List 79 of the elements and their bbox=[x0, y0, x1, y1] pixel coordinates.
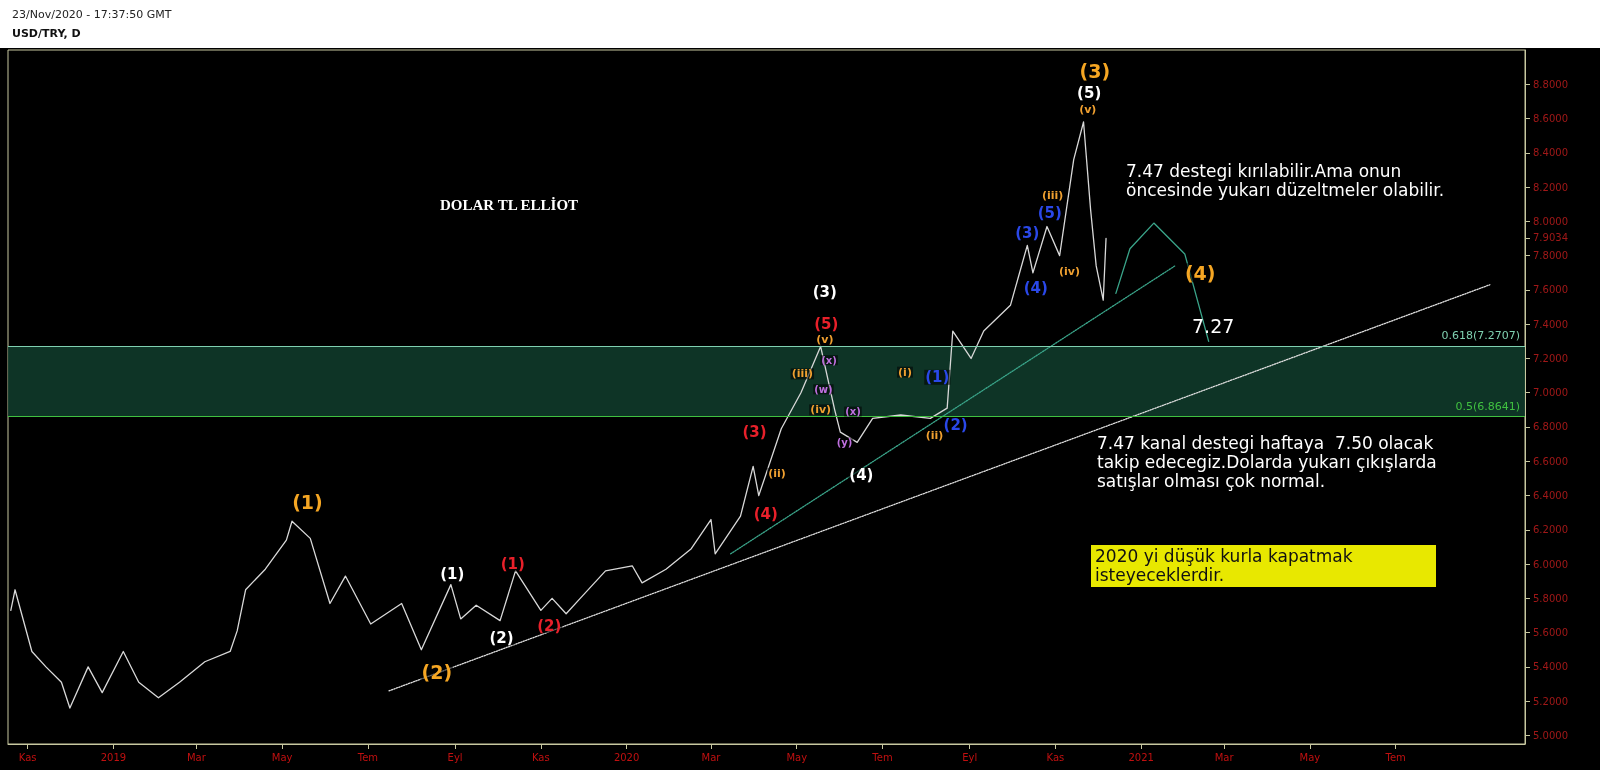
annotation: (4) bbox=[1023, 279, 1048, 298]
x-tick-label: Mar bbox=[1214, 751, 1235, 763]
x-tick-label: Kas bbox=[18, 751, 37, 763]
annotation: (5) bbox=[814, 315, 839, 334]
y-tick-label: 5.0000 bbox=[1533, 729, 1568, 741]
x-tick-label: Tem bbox=[356, 751, 379, 763]
annotation: (1) bbox=[292, 491, 323, 514]
y-tick-label: 7.9034 bbox=[1533, 232, 1568, 244]
y-tick-label: 6.8000 bbox=[1533, 421, 1568, 433]
ref-line-label: 0.5(6.8641) bbox=[1455, 399, 1520, 413]
annotation: (2) bbox=[489, 628, 514, 647]
y-tick-label: 6.2000 bbox=[1533, 524, 1568, 536]
annotation: (2) bbox=[421, 661, 453, 684]
annotation: (4) bbox=[849, 465, 874, 484]
x-tick-label: Mar bbox=[701, 751, 722, 763]
x-tick-label: 2020 bbox=[613, 751, 640, 763]
y-tick-label: 5.8000 bbox=[1533, 592, 1568, 604]
annotation: (5) bbox=[1077, 83, 1102, 102]
chart-title: USD/TRY, D bbox=[12, 27, 81, 40]
annotation: (x) bbox=[845, 406, 861, 418]
annotation: DOLAR TL ELLİOT bbox=[440, 196, 579, 213]
y-tick-label: 7.0000 bbox=[1533, 387, 1568, 399]
annotation: (3) bbox=[742, 423, 767, 442]
x-tick-label: Kas bbox=[531, 751, 550, 763]
y-tick-label: 7.4000 bbox=[1533, 318, 1568, 330]
annotation: (3) bbox=[1015, 224, 1040, 243]
y-tick-label: 6.6000 bbox=[1533, 455, 1568, 467]
annotation: (1) bbox=[500, 555, 525, 574]
x-tick-label: May bbox=[786, 751, 808, 763]
annotation: (4) bbox=[753, 505, 778, 524]
x-tick-label: Eyl bbox=[447, 751, 463, 763]
annotation: (2) bbox=[537, 616, 562, 635]
annotation: (v) bbox=[816, 333, 834, 347]
x-tick-label: 2019 bbox=[100, 751, 127, 763]
annotation: (w) bbox=[814, 383, 833, 395]
chart-subtitle: 23/Nov/2020 - 17:37:50 GMT bbox=[12, 8, 172, 21]
annotation: (1) bbox=[925, 368, 950, 387]
annotation: (y) bbox=[836, 436, 853, 448]
x-tick-label: Eyl bbox=[962, 751, 978, 763]
y-tick-label: 8.0000 bbox=[1533, 215, 1568, 227]
annotation: (iv) bbox=[810, 403, 832, 417]
annotation: (i) bbox=[898, 365, 912, 379]
annotation: (5) bbox=[1037, 203, 1062, 222]
y-tick-label: 5.2000 bbox=[1533, 695, 1568, 707]
annotation: (ii) bbox=[925, 429, 944, 443]
annotation: (iv) bbox=[1058, 264, 1080, 278]
y-tick-label: 7.6000 bbox=[1533, 284, 1568, 296]
y-tick-label: 5.4000 bbox=[1533, 661, 1568, 673]
annotation: 7.47 kanal destegi haftaya 7.50 olacak takip edecegiz.Dolarda yukarı çıkışlarda satışlar olması çok normal. bbox=[1097, 432, 1437, 491]
y-tick-label: 6.0000 bbox=[1533, 558, 1568, 570]
annotation: (v) bbox=[1079, 103, 1097, 117]
annotation: (2) bbox=[943, 416, 968, 435]
annotation: (ii) bbox=[768, 466, 786, 480]
annotation: (1) bbox=[440, 565, 465, 584]
annotation: (x) bbox=[821, 354, 837, 366]
x-tick-label: May bbox=[271, 751, 293, 763]
annotation: 7.47 destegi kırılabilir.Ama onun öncesinde yukarı düzeltmeler olabilir. bbox=[1126, 160, 1445, 200]
annotation: (3) bbox=[1079, 59, 1111, 82]
x-tick-label: Kas bbox=[1046, 751, 1065, 763]
x-tick-label: Mar bbox=[186, 751, 207, 763]
x-tick-label: Tem bbox=[871, 751, 893, 763]
x-tick-label: May bbox=[1299, 751, 1321, 763]
annotation: (3) bbox=[812, 282, 837, 301]
y-tick-label: 8.6000 bbox=[1533, 113, 1568, 125]
y-tick-label: 8.2000 bbox=[1533, 181, 1568, 193]
y-tick-label: 5.6000 bbox=[1533, 627, 1568, 639]
annotation: (4) bbox=[1184, 261, 1216, 284]
y-tick-label: 8.4000 bbox=[1533, 147, 1568, 159]
x-tick-label: Tem bbox=[1384, 751, 1406, 763]
y-tick-label: 7.2000 bbox=[1533, 352, 1568, 364]
ref-line-label: 0.618(7.2707) bbox=[1441, 329, 1520, 343]
annotation: (iii) bbox=[791, 367, 814, 381]
annotation: 7.27 bbox=[1192, 314, 1235, 337]
annotation: (iii) bbox=[1041, 189, 1064, 203]
x-tick-label: 2021 bbox=[1128, 751, 1154, 763]
y-tick-label: 7.8000 bbox=[1533, 250, 1568, 262]
note-box: 2020 yi düşük kurla kapatmak isteyeceklerdir. bbox=[1091, 545, 1436, 587]
y-tick-label: 8.8000 bbox=[1533, 78, 1568, 90]
y-tick-label: 6.4000 bbox=[1533, 490, 1568, 502]
